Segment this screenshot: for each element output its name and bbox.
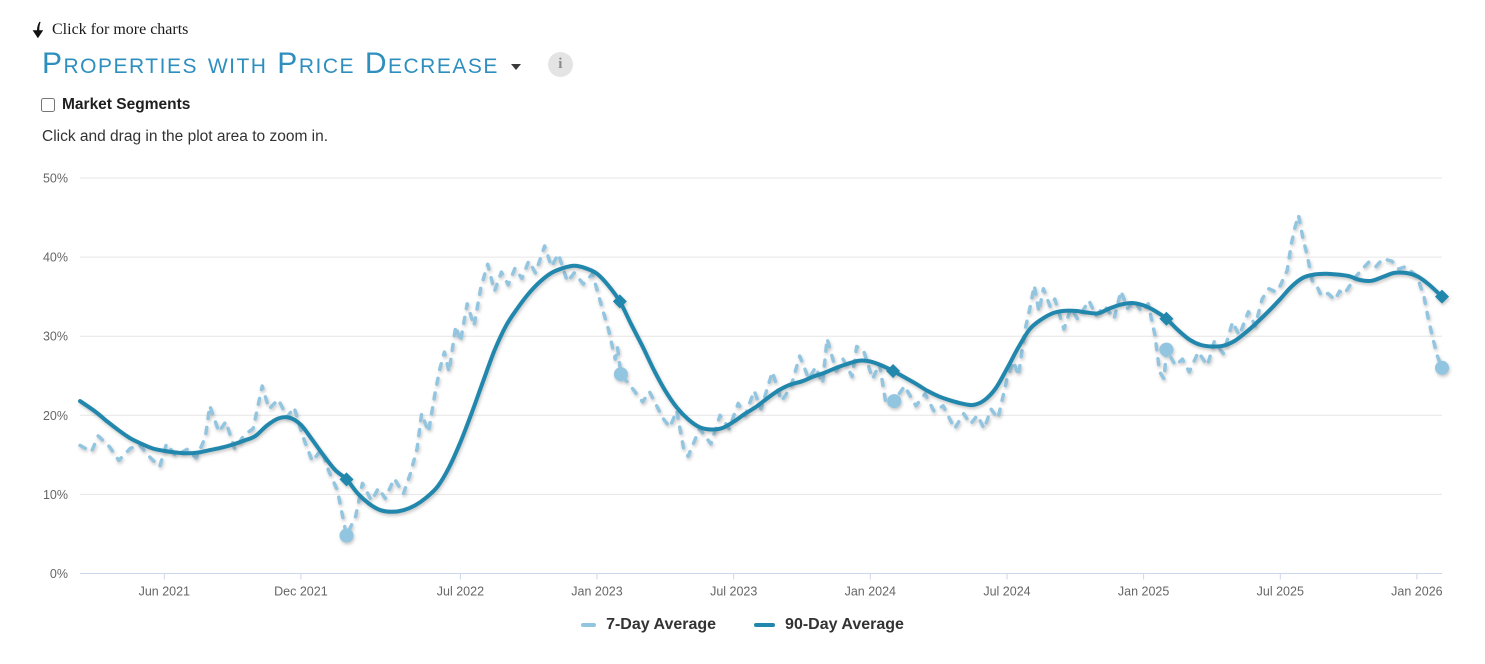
marker-90day[interactable]: [886, 364, 901, 378]
more-charts-label: Click for more charts: [52, 21, 189, 38]
series-7day-line: [78, 213, 1444, 538]
market-segments-toggle[interactable]: Market Segments: [41, 96, 190, 114]
marker-7day[interactable]: [887, 394, 902, 409]
y-axis-label: 40%: [43, 251, 68, 265]
page-title: Properties with Price Decrease: [42, 47, 499, 80]
marker-90day[interactable]: [1159, 311, 1174, 326]
market-segments-label: Market Segments: [62, 96, 191, 113]
x-axis-label: Jan 2026: [1391, 585, 1442, 599]
down-arrow-icon: [30, 21, 45, 39]
y-axis-label: 10%: [43, 488, 68, 502]
more-charts-link[interactable]: Click for more charts: [30, 21, 188, 39]
y-axis-label: 30%: [43, 330, 68, 344]
y-axis-label: 50%: [43, 172, 68, 186]
series-90day-line: [78, 263, 1444, 514]
legend-swatch-7day-icon: [581, 623, 597, 627]
legend-label-90day: 90-Day Average: [785, 616, 904, 633]
zoom-hint: Click and drag in the plot area to zoom …: [42, 128, 329, 145]
x-axis-label: Jun 2021: [139, 585, 190, 599]
x-axis-label: Jul 2022: [437, 585, 484, 599]
market-segments-checkbox[interactable]: [41, 98, 55, 112]
x-axis-label: Jul 2023: [710, 585, 757, 599]
marker-7day[interactable]: [1159, 342, 1174, 357]
x-axis-label: Jan 2024: [845, 585, 896, 599]
legend-swatch-90day-icon: [754, 623, 776, 627]
x-axis-label: Dec 2021: [274, 585, 328, 599]
marker-90day[interactable]: [1435, 289, 1449, 304]
info-icon[interactable]: i: [547, 51, 573, 77]
y-axis-label: 20%: [43, 409, 68, 423]
x-axis-label: Jul 2025: [1257, 585, 1304, 599]
marker-7day[interactable]: [339, 528, 354, 543]
x-axis-label: Jul 2024: [983, 585, 1030, 599]
series-90day: [78, 263, 1449, 514]
marker-90day[interactable]: [612, 294, 627, 309]
marker-7day[interactable]: [1435, 360, 1449, 375]
chart-title-dropdown[interactable]: Properties with Price Decrease: [42, 48, 521, 80]
y-axis-label: 0%: [50, 567, 68, 581]
series-7day: [78, 213, 1449, 543]
x-axis-label: Jan 2025: [1118, 585, 1169, 599]
legend-label-7day: 7-Day Average: [606, 616, 717, 633]
caret-down-icon: [510, 64, 521, 70]
marker-7day[interactable]: [613, 367, 628, 382]
x-axis-label: Jan 2023: [571, 585, 622, 599]
legend-item-7day[interactable]: 7-Day Average: [581, 616, 716, 634]
chart-legend: 7-Day Average 90-Day Average: [0, 616, 1485, 634]
title-row: Properties with Price Decrease i: [42, 48, 573, 80]
marker-90day[interactable]: [339, 472, 354, 487]
legend-item-90day[interactable]: 90-Day Average: [754, 616, 904, 634]
